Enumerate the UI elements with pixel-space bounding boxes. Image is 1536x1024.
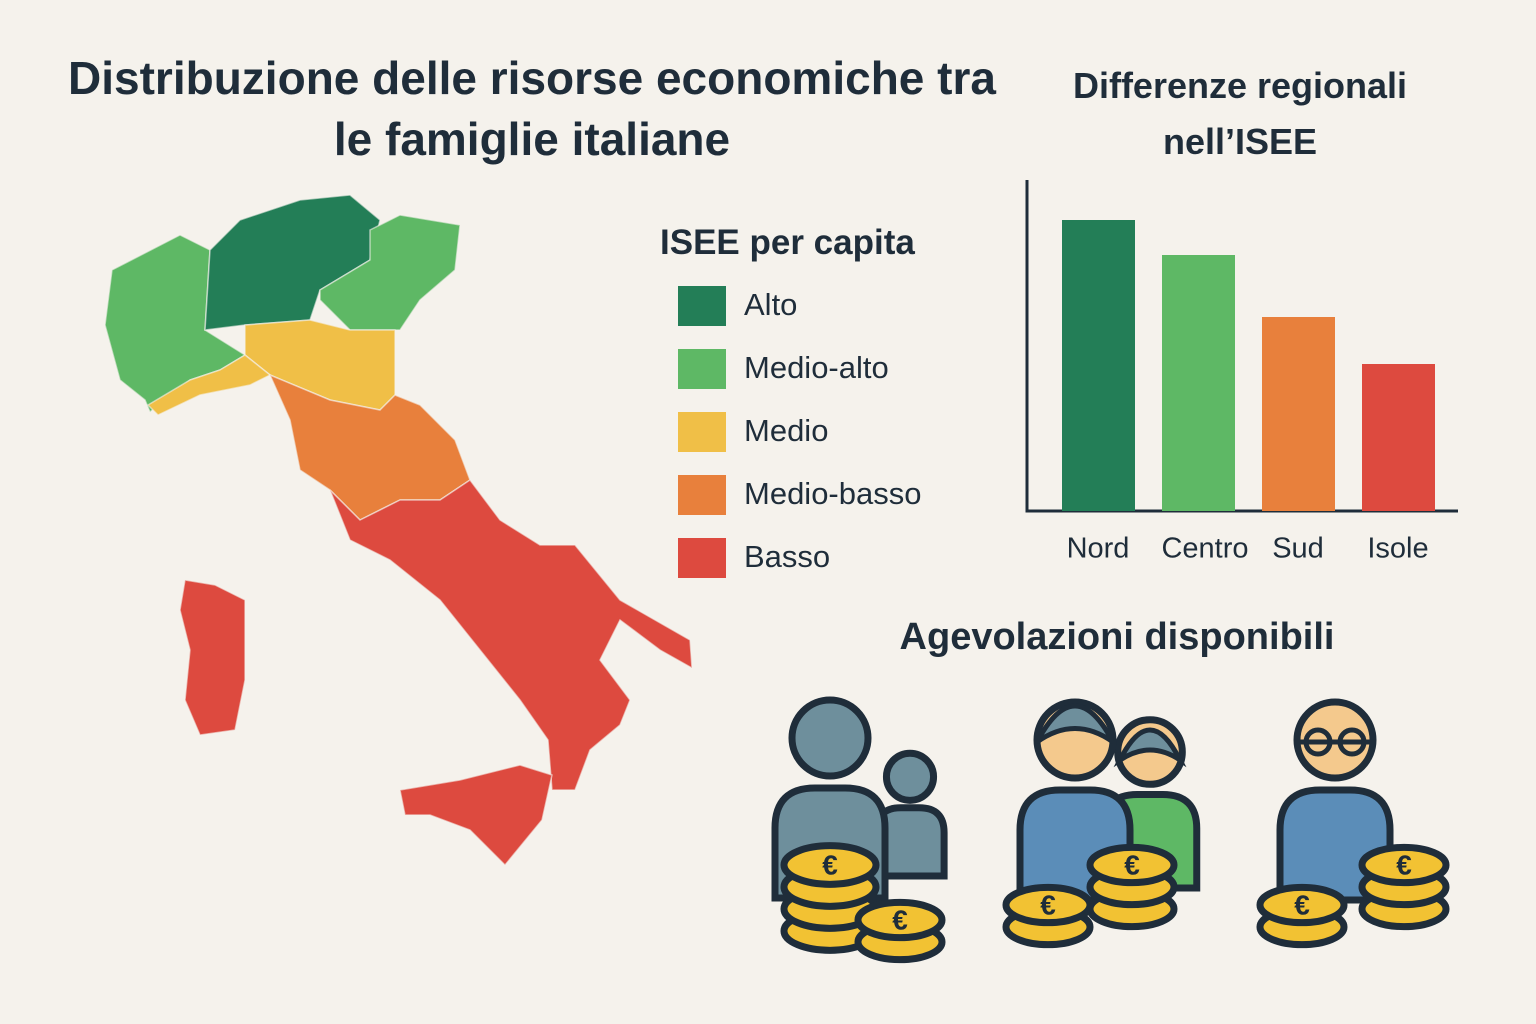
bar <box>1062 220 1135 511</box>
coin <box>1256 883 1348 927</box>
bar <box>1162 255 1235 511</box>
x-tick-label: Isole <box>1367 533 1428 565</box>
x-tick-label: Centro <box>1161 533 1248 565</box>
hair <box>1034 703 1116 745</box>
legend-label: Alto <box>744 287 797 322</box>
main-title: Distribuzione delle risorse economiche t… <box>68 52 996 166</box>
hair <box>1113 727 1187 768</box>
map-region <box>329 478 693 791</box>
coin-symbol: € <box>1294 889 1310 920</box>
benefits-title: Agevolazioni disponibili <box>899 616 1335 658</box>
map-region <box>179 579 246 736</box>
bar <box>1362 364 1435 511</box>
coin <box>854 898 946 942</box>
x-tick-label: Nord <box>1067 533 1130 565</box>
legend-swatch <box>678 475 726 515</box>
person-head <box>882 749 938 804</box>
coin-symbol: € <box>1040 889 1056 920</box>
coin-symbol: € <box>1396 849 1412 880</box>
map-region <box>319 214 461 331</box>
coin <box>1002 883 1094 927</box>
person-head <box>788 696 872 780</box>
coin-symbol: € <box>1124 849 1140 880</box>
coin <box>780 842 880 888</box>
x-tick-label: Sud <box>1272 533 1324 565</box>
map-region <box>399 764 553 867</box>
legend-label: Basso <box>744 539 830 574</box>
legend-swatch <box>678 349 726 389</box>
coin <box>1358 843 1450 887</box>
legend-swatch <box>678 286 726 326</box>
legend-label: Medio-basso <box>744 476 921 511</box>
legend-swatch <box>678 538 726 578</box>
bar <box>1262 317 1335 511</box>
legend-label: Medio <box>744 413 828 448</box>
coin-symbol: € <box>892 904 908 935</box>
chart-title: Differenze regionali nell’ISEE <box>1072 65 1408 162</box>
map-region <box>146 354 272 416</box>
coin <box>1086 843 1178 887</box>
legend-title: ISEE per capita <box>660 223 915 262</box>
coin-symbol: € <box>822 849 838 880</box>
legend-label: Medio-alto <box>744 350 889 385</box>
legend-swatch <box>678 412 726 452</box>
glasses <box>1300 727 1370 757</box>
